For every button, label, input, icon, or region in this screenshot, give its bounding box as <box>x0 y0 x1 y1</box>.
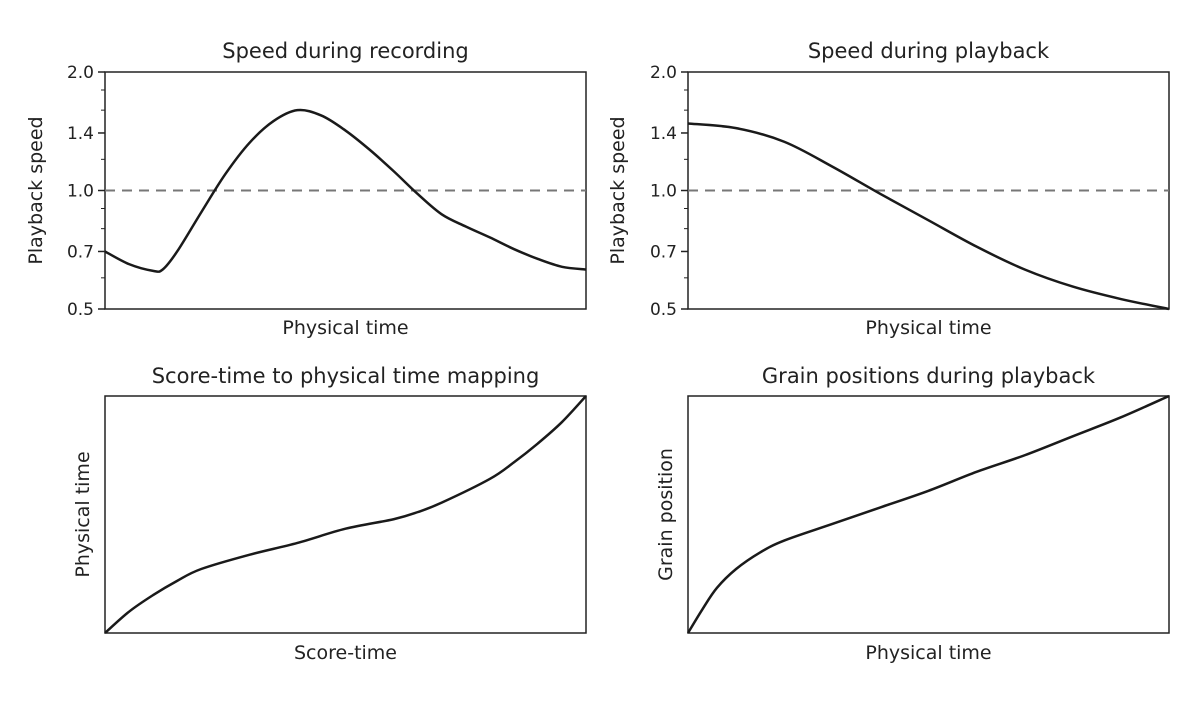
y-tick-label: 0.7 <box>67 242 94 262</box>
y-tick-label: 2.0 <box>650 63 677 83</box>
panel-2-y-ticks: 2.0 1.4 1.0 0.7 0.5 <box>650 63 688 320</box>
panel-2-x-label: Physical time <box>865 317 991 339</box>
y-tick-label: 1.4 <box>67 124 94 144</box>
panel-speed-playback: Speed during playback 2.0 1.4 1.0 0.7 0.5 Ph… <box>607 39 1170 339</box>
y-tick-label: 1.4 <box>650 124 677 144</box>
y-tick-label: 0.5 <box>650 300 677 320</box>
y-tick-label: 0.7 <box>650 242 677 262</box>
panel-speed-recording: Speed during recording 2.0 1.4 1.0 0.7 0.5 P… <box>25 39 587 339</box>
panel-1-y-ticks: 2.0 1.4 1.0 0.7 0.5 <box>67 63 105 320</box>
panel-4-x-label: Physical time <box>865 642 991 664</box>
panel-3-plot-area <box>104 395 587 634</box>
panel-1-series-line <box>104 108 587 273</box>
panel-1-x-label: Physical time <box>282 317 408 339</box>
panel-grain-positions: Grain positions during playback Physical… <box>655 364 1170 664</box>
panel-2-title: Speed during playback <box>808 39 1050 63</box>
y-tick-label: 1.0 <box>67 182 94 202</box>
panel-1-y-label: Playback speed <box>25 116 47 264</box>
panel-4-series-line <box>686 394 1170 634</box>
panel-3-title: Score-time to physical time mapping <box>152 364 540 388</box>
panel-score-physical-mapping: Score-time to physical time mapping Scor… <box>72 364 587 664</box>
panel-2-y-label: Playback speed <box>607 116 629 264</box>
panel-4-title: Grain positions during playback <box>762 364 1096 388</box>
panel-3-series-line <box>104 395 587 634</box>
y-tick-label: 1.0 <box>650 182 677 202</box>
panel-1-title: Speed during recording <box>222 39 468 63</box>
panel-3-y-label: Physical time <box>72 451 94 577</box>
panel-4-y-label: Grain position <box>655 448 677 581</box>
panel-3-x-label: Score-time <box>294 642 397 664</box>
panel-4-plot-area <box>687 395 1170 634</box>
panel-2-series-line <box>687 122 1170 311</box>
y-tick-label: 2.0 <box>67 63 94 83</box>
y-tick-label: 0.5 <box>67 300 94 320</box>
